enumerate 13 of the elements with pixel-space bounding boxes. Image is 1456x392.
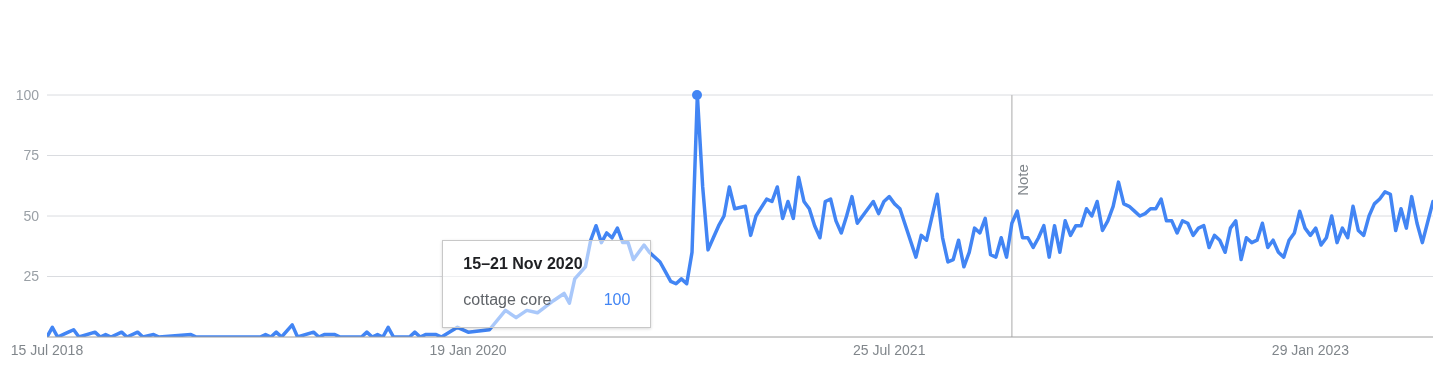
y-tick-label: 100: [15, 86, 40, 103]
annotation: 15–21 Nov 2020: [463, 255, 584, 273]
y-tick-label: 50: [23, 207, 40, 224]
annotation: 100: [603, 291, 631, 309]
x-tick-label: 15 Jul 2018: [10, 341, 84, 358]
x-tick-label: 25 Jul 2021: [853, 341, 926, 358]
ref-line-label: Note: [1013, 164, 1031, 196]
series-label: cottage core: [463, 291, 552, 309]
y-tick-label: 75: [23, 147, 40, 164]
x-tick-label: 29 Jan 2023: [1271, 341, 1350, 358]
y-tick-label: 25: [23, 268, 40, 285]
tooltip-card: 15–21 Nov 2020 cottage core 100: [442, 240, 652, 328]
x-tick-label: 19 Jan 2020: [429, 341, 507, 358]
